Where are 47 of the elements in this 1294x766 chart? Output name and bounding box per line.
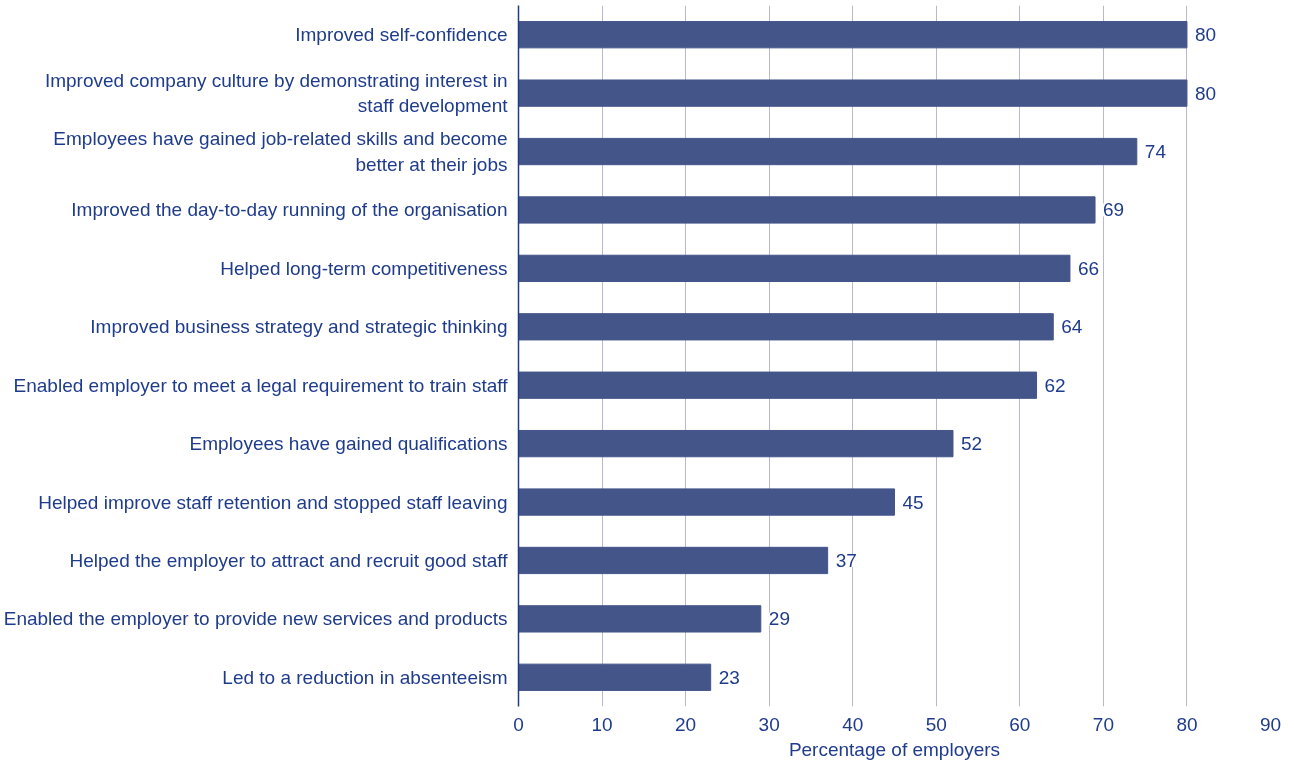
data-label: 29 (768, 608, 790, 630)
data-label: 45 (902, 491, 924, 513)
y-tick-label: Improved company culture by demonstrating interest in staff development (44, 70, 509, 117)
data-label: 37 (835, 549, 857, 571)
y-tick-label: Helped long-term competitiveness (220, 257, 508, 279)
x-tick-label: 90 (1259, 713, 1282, 735)
data-label: 64 (1061, 316, 1083, 338)
bar (518, 196, 1096, 224)
data-label: 62 (1044, 374, 1066, 396)
y-tick-label: Improved business strategy and strategic thinking (90, 316, 508, 338)
x-tick-label: 40 (842, 713, 864, 735)
x-tick-label: 20 (675, 713, 697, 735)
bar (518, 254, 1071, 283)
x-tick-label: 10 (591, 713, 613, 735)
y-tick-label: Helped the employer to attract and recruit good staff (69, 549, 509, 571)
bar (518, 313, 1054, 341)
data-label: 66 (1077, 257, 1100, 279)
data-label: 80 (1194, 24, 1217, 46)
bar (518, 605, 762, 633)
data-label: 74 (1144, 141, 1167, 163)
data-label: 52 (960, 433, 983, 455)
x-tick-label: 0 (513, 713, 524, 735)
y-tick-label: Helped improve staff retention and stopped staff leaving (38, 491, 508, 513)
y-tick-label: Employees have gained qualifications (189, 433, 508, 455)
bar (518, 546, 829, 575)
y-tick-label: Enabled employer to meet a legal requirement to train staff (13, 374, 509, 396)
x-tick-label: 30 (758, 713, 780, 735)
bar (518, 21, 1188, 49)
bar (518, 663, 712, 691)
bar (518, 488, 895, 516)
bar (518, 79, 1188, 107)
data-label: 69 (1103, 199, 1125, 221)
y-tick-label: Enabled the employer to provide new services and products (3, 608, 508, 630)
x-tick-label: 60 (1009, 713, 1031, 735)
x-tick-label: 80 (1176, 713, 1198, 735)
x-axis-title: Percentage of employers (788, 738, 1001, 760)
bar (518, 429, 954, 458)
bar (518, 137, 1138, 166)
x-tick-label: 50 (925, 713, 947, 735)
y-tick-label: Improved the day-to-day running of the organisation (71, 199, 508, 221)
y-tick-label: Improved self-confidence (295, 24, 508, 46)
y-tick-label: Employees have gained job-related skills and become better at their jobs (53, 128, 508, 175)
bar (518, 371, 1038, 399)
y-tick-label: Led to a reduction in absenteeism (222, 666, 508, 688)
data-label: 23 (718, 666, 740, 688)
x-tick-label: 70 (1092, 713, 1114, 735)
data-label: 80 (1194, 82, 1217, 104)
